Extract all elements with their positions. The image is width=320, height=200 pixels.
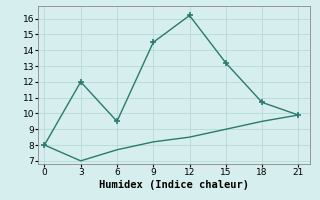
X-axis label: Humidex (Indice chaleur): Humidex (Indice chaleur) xyxy=(100,180,249,190)
